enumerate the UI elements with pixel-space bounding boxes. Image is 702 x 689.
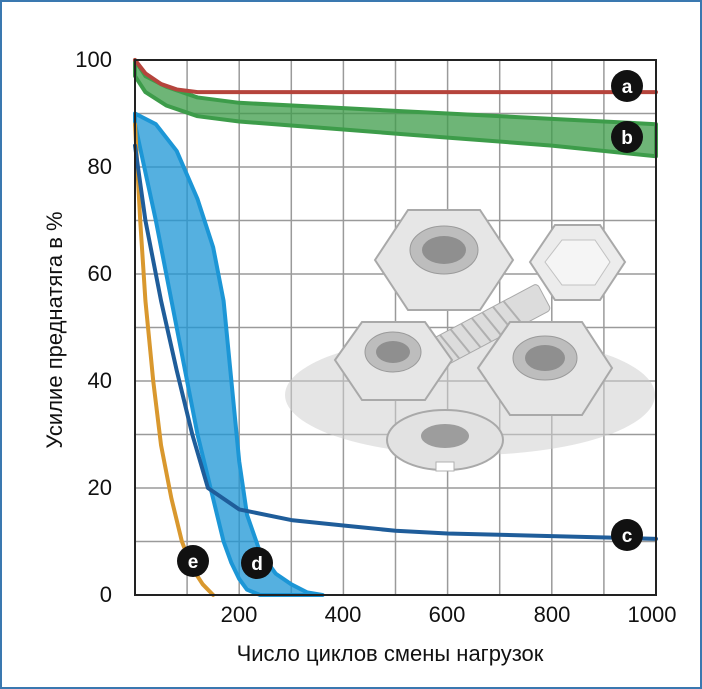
- x-tick-label: 600: [429, 602, 466, 627]
- series-badge-e: e: [177, 545, 209, 577]
- x-tick-label: 400: [325, 602, 362, 627]
- series-badge-c: c: [611, 519, 643, 551]
- y-tick-label: 40: [88, 368, 112, 393]
- x-tick-label: 800: [534, 602, 571, 627]
- plot-border: [134, 59, 657, 596]
- y-tick-label: 80: [88, 154, 112, 179]
- series-a-line: [133, 58, 658, 95]
- x-axis-label: Число циклов смены нагрузок: [237, 641, 544, 666]
- series-c-line: [133, 143, 658, 541]
- series-badge-label: e: [188, 552, 199, 573]
- series-badge-label: a: [622, 77, 633, 98]
- y-axis-label: Усилие преднатяга в %: [42, 211, 67, 448]
- series-badge-b: b: [611, 121, 643, 153]
- series-badge-label: b: [621, 128, 633, 149]
- series-badge-a: a: [611, 70, 643, 102]
- x-tick-label: 1000: [628, 602, 677, 627]
- series-badge-label: d: [251, 554, 263, 575]
- y-tick-label: 0: [100, 582, 112, 607]
- y-tick-label: 100: [75, 47, 112, 72]
- y-tick-label: 60: [88, 261, 112, 286]
- x-tick-label: 200: [221, 602, 258, 627]
- series-badge-d: d: [241, 547, 273, 579]
- nuts-and-bolts-illustration: [285, 209, 655, 472]
- series-badge-label: c: [622, 526, 633, 547]
- y-tick-label: 20: [88, 475, 112, 500]
